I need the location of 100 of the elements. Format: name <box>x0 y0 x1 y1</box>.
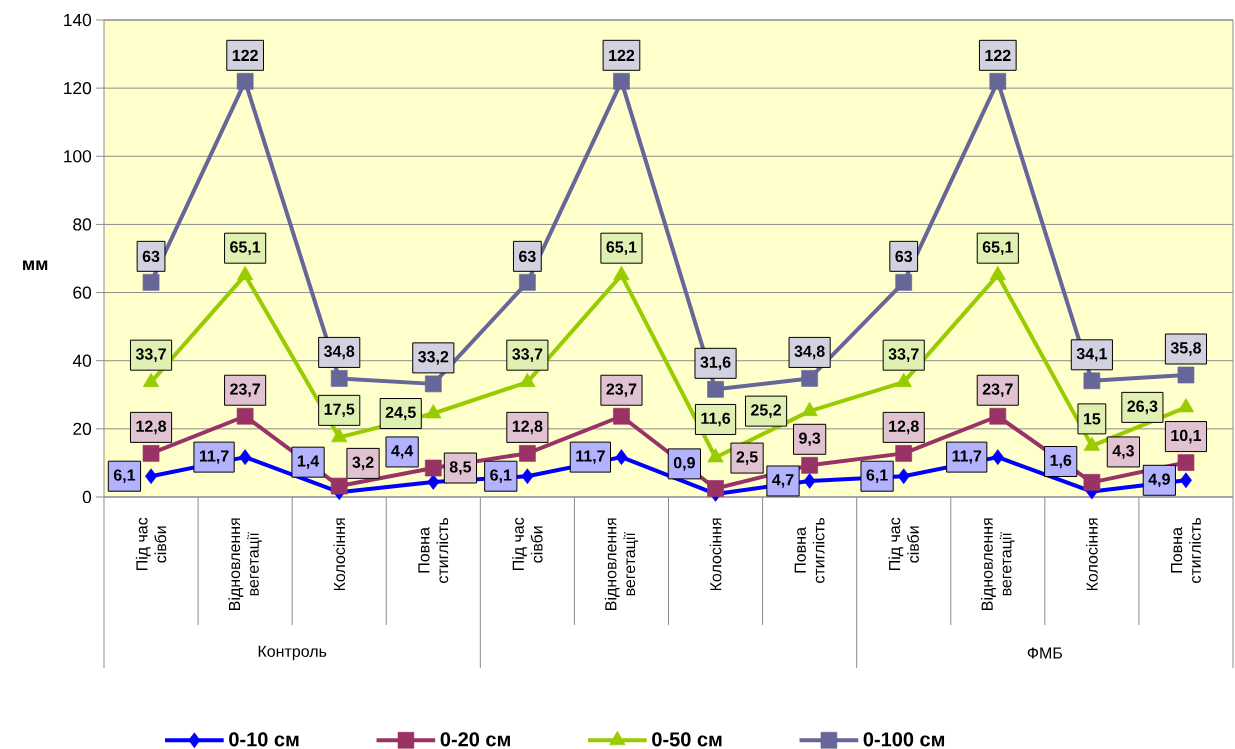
data-label: 63 <box>519 250 536 263</box>
y-tick-label: 20 <box>73 422 92 435</box>
y-tick-label: 80 <box>73 218 92 231</box>
x-tick-label: Відновлення вегетації <box>604 518 639 610</box>
y-tick-label: 0 <box>82 490 92 504</box>
data-label: 11,7 <box>952 450 982 464</box>
point <box>803 473 816 489</box>
data-label: 11,6 <box>701 412 731 427</box>
data-label: 12,8 <box>512 420 543 435</box>
y-tick-label: 100 <box>64 150 92 163</box>
point <box>424 375 442 393</box>
text: ФМБ <box>1027 647 1062 659</box>
data-label: 25,2 <box>751 404 781 418</box>
point <box>613 265 630 281</box>
point <box>989 72 1007 90</box>
data-label: 2,5 <box>736 451 758 465</box>
point <box>142 445 160 462</box>
x-tick-label: Під час сівби <box>135 517 167 571</box>
point <box>521 468 534 485</box>
point <box>145 468 158 485</box>
data-label: 34,8 <box>794 345 825 360</box>
data-label: 122 <box>232 49 258 61</box>
point <box>425 404 442 419</box>
data-label: 63 <box>895 250 913 263</box>
point <box>801 370 818 387</box>
point <box>330 477 348 495</box>
x-tick-label: Відновлення вегетації <box>228 518 262 610</box>
data-label: 24,5 <box>385 406 416 421</box>
point <box>989 265 1006 281</box>
data-label: 33,2 <box>418 351 449 365</box>
data-label: 6,1 <box>490 469 512 484</box>
data-label: 122 <box>609 49 635 61</box>
point <box>707 380 724 398</box>
x-tick-label: Колосіння <box>1086 518 1098 591</box>
data-label: 4,9 <box>1148 473 1170 488</box>
data-label: 9,3 <box>799 432 821 447</box>
x-tick-label: Повна стиглість <box>418 517 449 583</box>
data-label: 33,7 <box>888 348 919 362</box>
point <box>237 265 254 281</box>
data-label: 17,5 <box>324 403 355 418</box>
data-label: 8,5 <box>449 461 472 475</box>
data-label: 4,4 <box>391 445 414 459</box>
data-label: 11,7 <box>576 450 605 464</box>
point <box>519 445 536 462</box>
point <box>1177 398 1195 413</box>
data-label: 65,1 <box>982 241 1013 255</box>
data-label: 15 <box>1083 413 1101 425</box>
data-label: 4,7 <box>772 474 794 488</box>
legend-label: 0-20 см <box>440 732 510 747</box>
point <box>330 370 348 387</box>
point <box>707 480 724 497</box>
legend-label: 0-10 см <box>229 732 299 747</box>
legend-label: 0-100 см <box>863 732 945 747</box>
point <box>236 72 254 90</box>
legend-label: 0-50 см <box>652 732 722 747</box>
y-axis-title: мм <box>23 260 48 270</box>
data-label: 35,8 <box>1170 342 1202 356</box>
point <box>991 449 1004 465</box>
point <box>897 468 910 485</box>
point <box>239 449 252 465</box>
x-tick-label: Повна стиглість <box>794 517 825 583</box>
point <box>236 407 254 425</box>
data-label: 0,9 <box>673 457 695 471</box>
point <box>1083 372 1101 390</box>
point <box>1177 366 1195 384</box>
point <box>142 274 160 291</box>
point <box>427 474 440 490</box>
data-label: 23,7 <box>982 383 1013 398</box>
point <box>989 407 1007 425</box>
point <box>142 372 160 388</box>
data-label: 31,6 <box>700 356 731 371</box>
point <box>895 445 913 462</box>
y-tick-label: 120 <box>64 82 92 95</box>
point <box>801 456 818 474</box>
data-label: 65,1 <box>606 241 637 255</box>
data-label: 11,7 <box>199 450 229 464</box>
point <box>1083 474 1101 491</box>
data-label: 63 <box>142 250 160 263</box>
data-label: 1,6 <box>1050 454 1072 469</box>
data-label: 34,8 <box>324 345 355 360</box>
point <box>519 372 536 388</box>
data-label: 10,1 <box>1171 429 1202 444</box>
point <box>519 274 536 291</box>
point <box>895 372 912 388</box>
x-tick-label: Під час сівби <box>512 517 543 571</box>
data-label: 6,1 <box>866 469 888 484</box>
data-label: 3,2 <box>352 456 374 471</box>
point <box>613 407 630 425</box>
data-label: 23,7 <box>230 383 260 398</box>
y-tick-label: 140 <box>64 13 92 27</box>
point <box>707 448 724 463</box>
point <box>895 274 913 291</box>
text: Контроль <box>258 645 327 661</box>
data-label: 6,1 <box>113 469 136 484</box>
x-tick-label: Колосіння <box>333 518 346 591</box>
point <box>615 449 628 465</box>
point <box>424 459 442 477</box>
point <box>613 72 630 90</box>
x-tick-label: Відновлення вегетації <box>981 518 1015 610</box>
y-tick-label: 40 <box>72 354 92 367</box>
